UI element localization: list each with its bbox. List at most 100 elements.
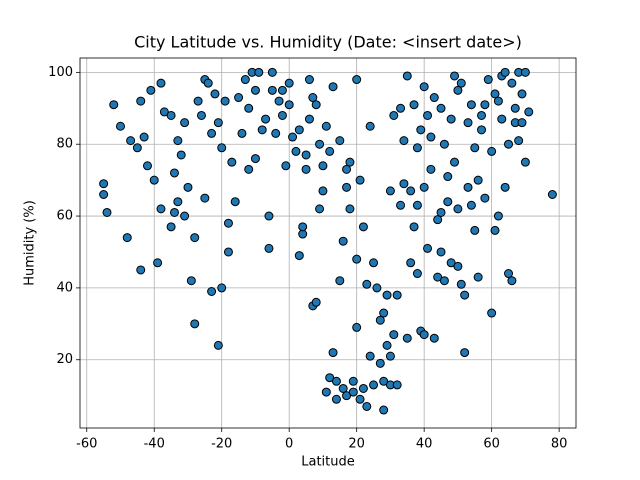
point xyxy=(446,258,456,268)
point xyxy=(261,114,271,124)
point xyxy=(180,211,190,221)
point xyxy=(335,276,345,286)
point xyxy=(348,387,358,397)
point xyxy=(369,380,379,390)
point xyxy=(136,265,146,275)
point xyxy=(396,200,406,210)
point xyxy=(433,215,443,225)
point xyxy=(389,330,399,340)
point xyxy=(473,272,483,282)
point xyxy=(419,182,429,192)
point xyxy=(412,269,422,279)
point xyxy=(429,93,439,103)
point xyxy=(240,75,250,85)
point xyxy=(453,204,463,214)
point xyxy=(450,157,460,167)
point xyxy=(291,146,301,156)
point xyxy=(153,258,163,268)
point xyxy=(369,258,379,268)
point xyxy=(213,340,223,350)
point xyxy=(493,96,503,106)
point xyxy=(382,290,392,300)
point xyxy=(200,193,210,203)
point xyxy=(379,376,389,386)
point xyxy=(504,269,514,279)
point xyxy=(423,243,433,253)
point xyxy=(210,89,220,99)
point xyxy=(315,139,325,149)
point xyxy=(342,391,352,401)
x-tick-label: -20 xyxy=(211,437,232,452)
point xyxy=(365,351,375,361)
x-tick-label: -40 xyxy=(144,437,165,452)
point xyxy=(433,272,443,282)
point xyxy=(325,373,335,383)
point xyxy=(173,197,183,207)
point xyxy=(362,401,372,411)
point xyxy=(385,186,395,196)
point xyxy=(284,78,294,88)
point xyxy=(227,157,237,167)
point xyxy=(102,207,112,217)
point xyxy=(318,161,328,171)
point xyxy=(122,233,132,243)
point xyxy=(463,118,473,128)
point xyxy=(480,193,490,203)
point xyxy=(335,136,345,146)
point xyxy=(514,136,524,146)
point xyxy=(466,100,476,110)
point xyxy=(237,128,247,138)
point xyxy=(439,276,449,286)
point xyxy=(149,175,159,185)
point xyxy=(217,283,227,293)
point xyxy=(267,67,277,77)
point xyxy=(139,132,149,142)
point xyxy=(352,75,362,85)
point xyxy=(156,78,166,88)
point xyxy=(304,114,314,124)
point xyxy=(416,125,426,135)
point xyxy=(470,225,480,235)
point xyxy=(409,100,419,110)
point xyxy=(109,100,119,110)
point xyxy=(173,136,183,146)
point xyxy=(257,125,267,135)
point xyxy=(520,157,530,167)
point xyxy=(436,103,446,113)
point xyxy=(156,204,166,214)
point xyxy=(409,222,419,232)
point xyxy=(190,319,200,329)
point xyxy=(379,308,389,318)
x-tick-label: 0 xyxy=(285,437,293,452)
point xyxy=(146,85,156,95)
point xyxy=(166,222,176,232)
point xyxy=(180,118,190,128)
point xyxy=(308,93,318,103)
y-tick-label: 100 xyxy=(48,65,73,80)
point xyxy=(426,132,436,142)
point xyxy=(207,286,217,296)
point xyxy=(315,204,325,214)
point xyxy=(443,172,453,182)
x-tick-label: 60 xyxy=(483,437,500,452)
point xyxy=(193,96,203,106)
point xyxy=(520,67,530,77)
point xyxy=(507,78,517,88)
point xyxy=(288,132,298,142)
point xyxy=(375,358,385,368)
point xyxy=(220,96,230,106)
point xyxy=(244,103,254,113)
point xyxy=(274,96,284,106)
point xyxy=(453,261,463,271)
point xyxy=(483,75,493,85)
point xyxy=(375,315,385,325)
point xyxy=(358,383,368,393)
point xyxy=(412,200,422,210)
point xyxy=(463,182,473,192)
point xyxy=(294,125,304,135)
point xyxy=(396,103,406,113)
point xyxy=(169,207,179,217)
point xyxy=(423,110,433,120)
